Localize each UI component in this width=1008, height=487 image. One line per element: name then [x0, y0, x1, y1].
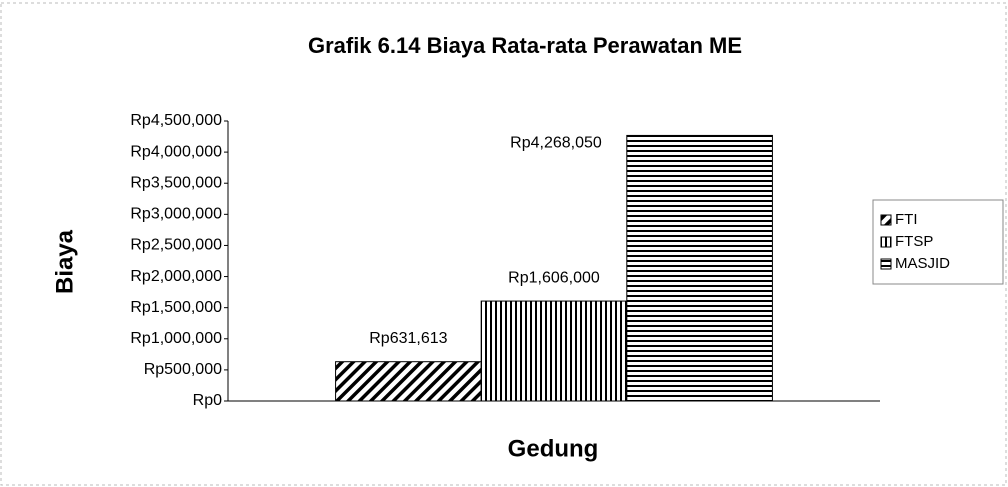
y-axis-title: Biaya — [51, 229, 78, 294]
chart-title: Grafik 6.14 Biaya Rata-rata Perawatan ME — [308, 33, 742, 58]
legend-label: FTI — [895, 211, 918, 228]
data-label: Rp4,268,050 — [510, 135, 602, 152]
legend-swatch — [880, 236, 892, 248]
legend-label: FTSP — [895, 233, 933, 250]
legend-label: MASJID — [895, 255, 950, 272]
y-tick-label: Rp4,500,000 — [130, 112, 222, 129]
data-label: Rp631,613 — [369, 330, 447, 347]
data-label: Rp1,606,000 — [508, 269, 600, 286]
y-tick-label: Rp1,500,000 — [130, 299, 222, 316]
y-tick-label: Rp2,500,000 — [130, 237, 222, 254]
y-tick-label: Rp1,000,000 — [130, 330, 222, 347]
y-tick-label: Rp3,000,000 — [130, 206, 222, 223]
y-tick-label: Rp500,000 — [144, 361, 222, 378]
bar — [335, 361, 482, 402]
x-axis-title: Gedung — [508, 435, 599, 462]
legend-swatch — [880, 258, 892, 270]
y-tick-label: Rp0 — [193, 392, 222, 409]
y-tick-label: Rp3,500,000 — [130, 174, 222, 191]
bar — [480, 300, 628, 402]
bar — [626, 134, 773, 402]
legend-swatch — [880, 214, 892, 226]
y-tick-label: Rp4,000,000 — [130, 143, 222, 160]
y-tick-label: Rp2,000,000 — [130, 268, 222, 285]
legend-box — [872, 199, 1004, 285]
